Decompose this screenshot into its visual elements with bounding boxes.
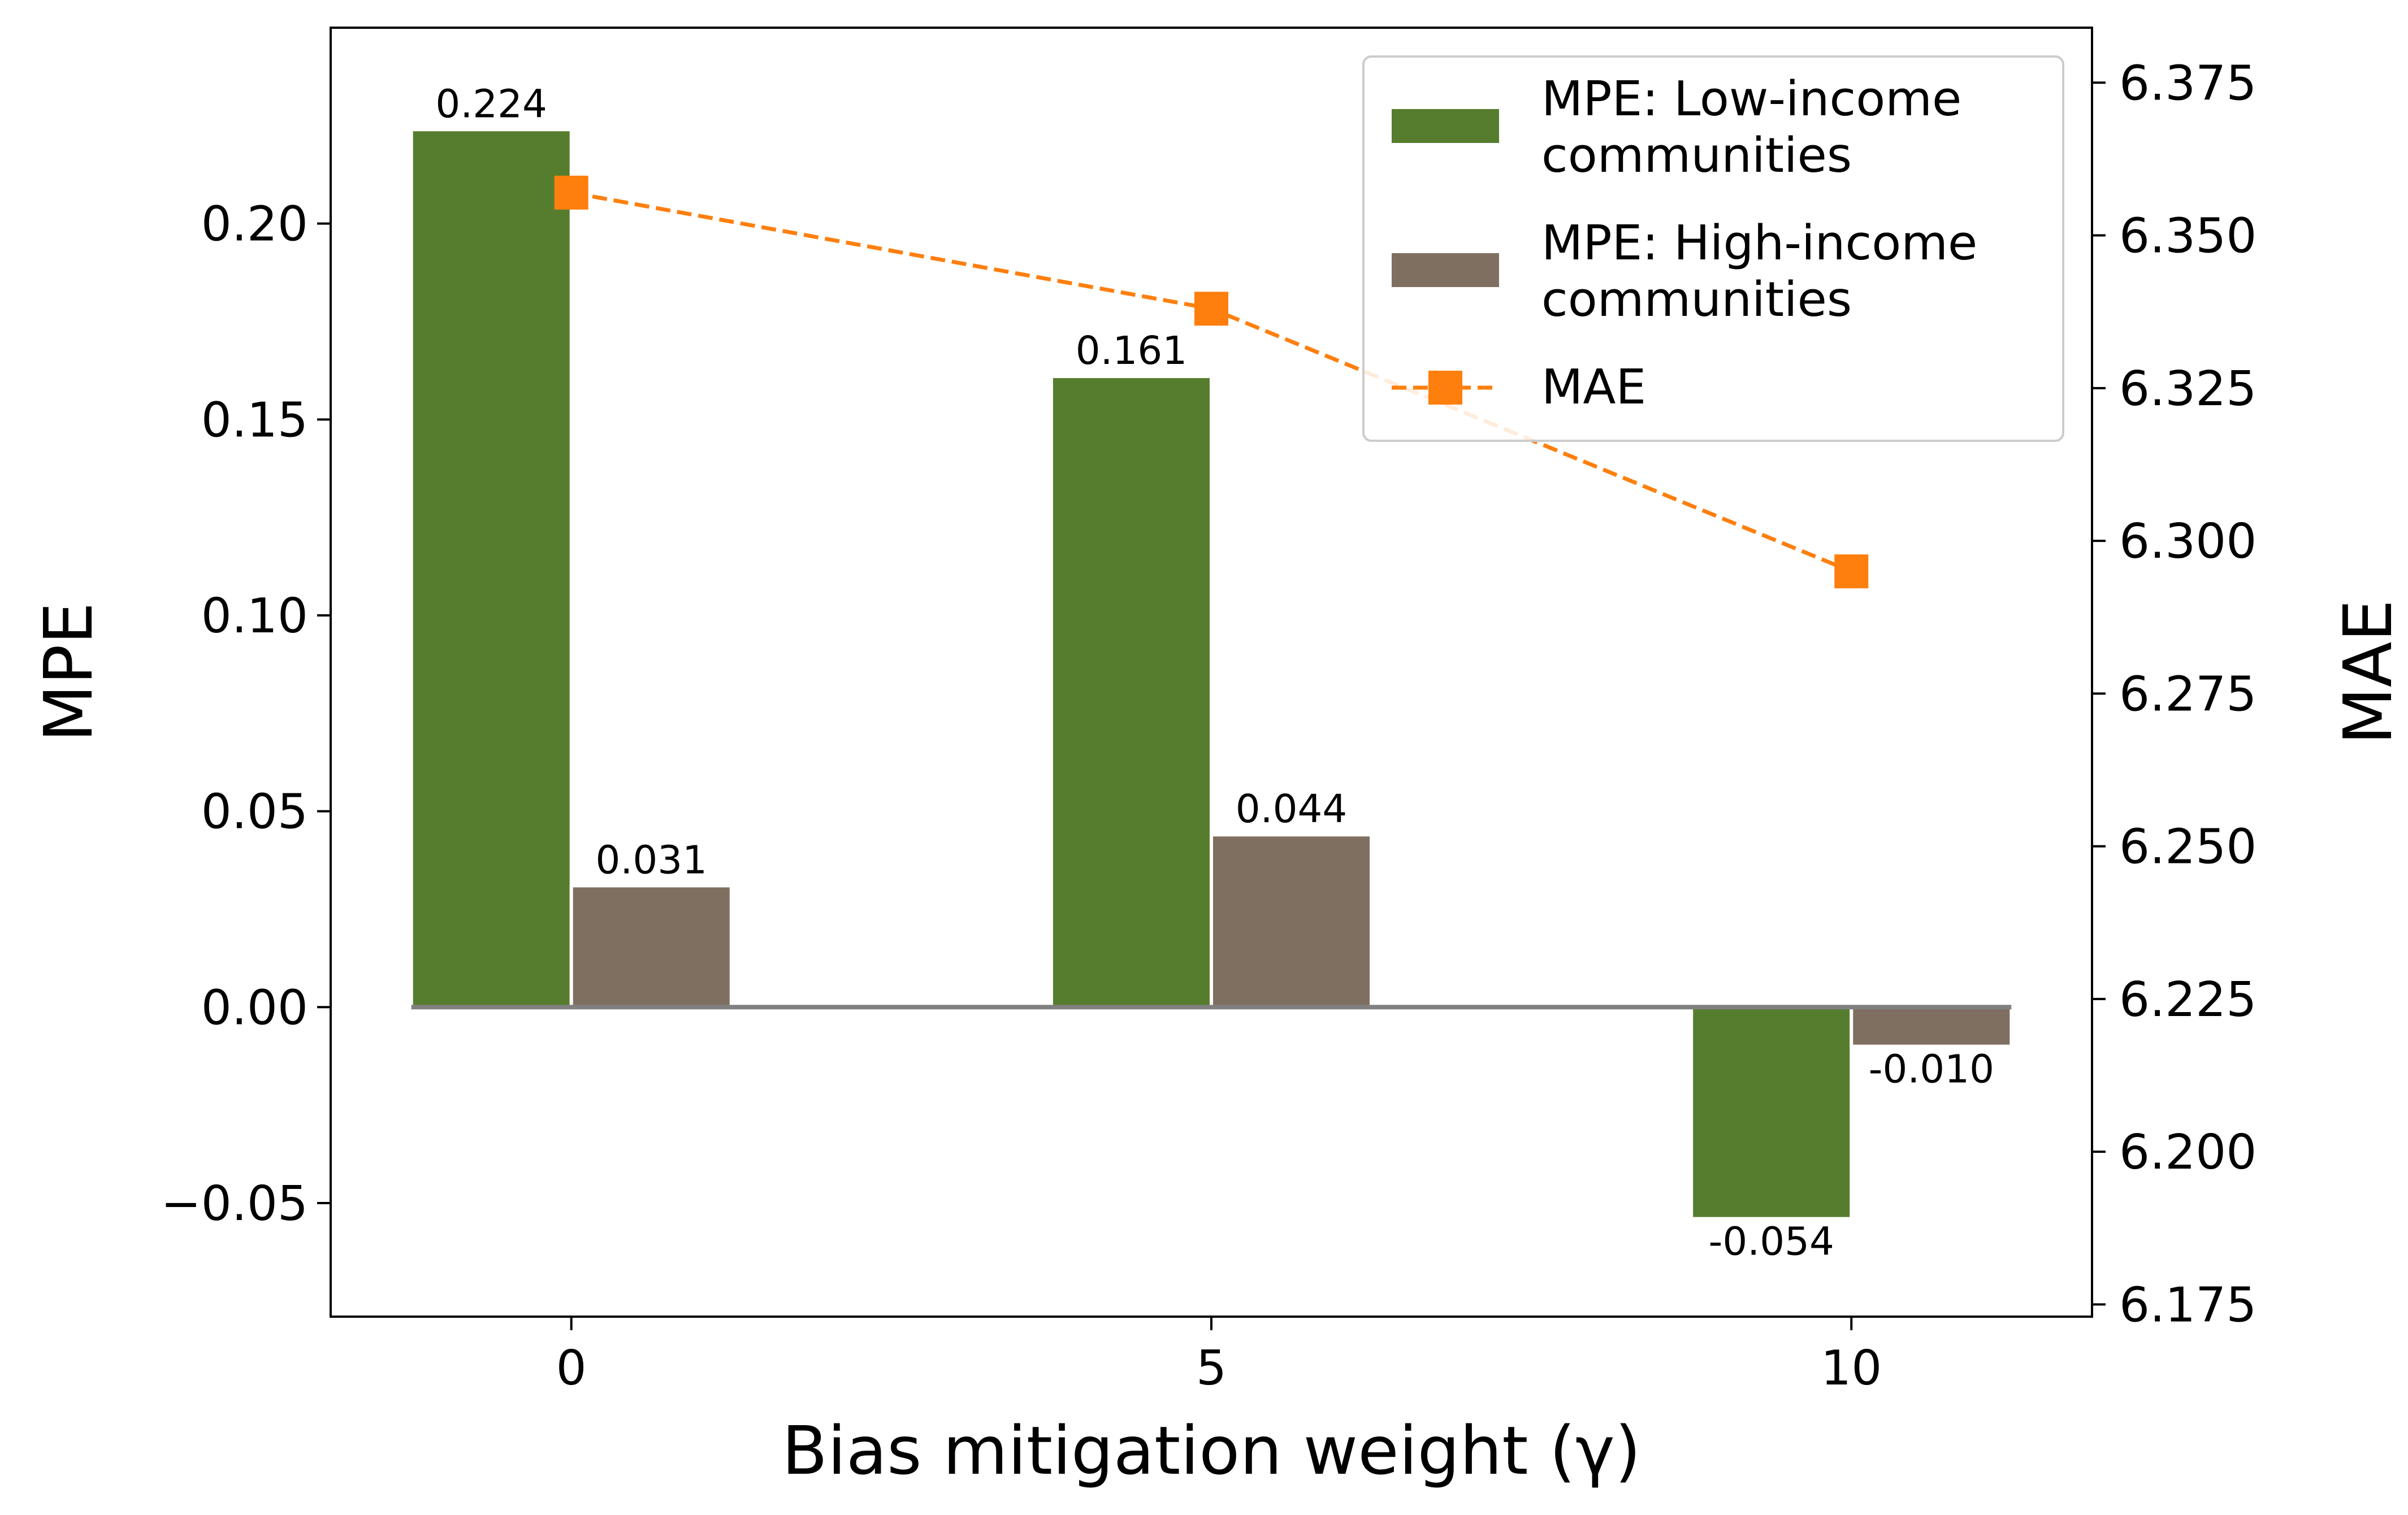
bar-high-income-0 — [569, 884, 733, 1009]
y-tick-label: 0.10 — [201, 588, 308, 644]
y-right-tick-label: 6.275 — [2119, 666, 2257, 722]
bar-high-income-5 — [1210, 833, 1374, 1009]
bar-value-label: -0.054 — [1709, 1219, 1834, 1265]
y-right-tick-label: 6.200 — [2119, 1125, 2257, 1180]
y-tick-label: −0.05 — [161, 1176, 308, 1232]
labels-layer: 0.224 0.161 -0.054 0.031 0.044 -0.010 — [435, 81, 1994, 1264]
y-tick-label: 0.00 — [201, 980, 308, 1036]
legend-label: MPE: High-income — [1541, 215, 1977, 271]
y-tick-label: 0.05 — [201, 784, 308, 840]
mae-marker-10 — [1834, 554, 1869, 589]
y-right-tick-label: 6.225 — [2119, 972, 2257, 1028]
bar-value-label: 0.161 — [1076, 328, 1188, 374]
y-right-tick-label: 6.375 — [2119, 55, 2257, 111]
y-right-tick-label: 6.300 — [2119, 514, 2257, 570]
legend-swatch — [1392, 109, 1499, 143]
bar-value-label: 0.044 — [1236, 787, 1348, 832]
x-tick-label: 5 — [1196, 1340, 1227, 1396]
legend-swatch — [1392, 253, 1499, 287]
line-layer — [554, 175, 1869, 589]
y-right-tick-label: 6.175 — [2119, 1277, 2257, 1333]
y-axis-label-left: MPE — [29, 602, 107, 743]
mae-marker-0 — [554, 175, 588, 210]
mae-marker-5 — [1194, 292, 1228, 326]
legend-box — [1362, 55, 2064, 442]
bar-low-income-0 — [409, 128, 573, 1009]
legend-label: MAE — [1541, 359, 1646, 415]
legend-label: MPE: Low-income — [1541, 71, 1961, 127]
y-tick-label: 0.15 — [201, 392, 308, 448]
bar-value-label: 0.031 — [595, 837, 707, 883]
y-right-tick-label: 6.350 — [2119, 209, 2257, 264]
bars-layer — [409, 128, 2013, 1221]
x-tick-label: 0 — [556, 1340, 587, 1396]
y-right-tick-label: 6.250 — [2119, 819, 2257, 875]
legend-label: communities — [1541, 128, 1852, 184]
y-axis-label-right: MAE — [2329, 600, 2407, 745]
legend-swatch-marker — [1428, 371, 1462, 405]
bar-value-label: -0.010 — [1869, 1047, 1994, 1092]
bar-low-income-5 — [1049, 375, 1213, 1009]
ticks-layer: −0.05 0.00 0.05 0.10 0.15 0.20 6.175 6.200 6.225… — [161, 55, 2257, 1396]
x-axis-label: Bias mitigation weight (γ) — [782, 1412, 1641, 1490]
bar-low-income-10 — [1690, 1005, 1853, 1221]
legend-label: communities — [1541, 272, 1852, 328]
bar-value-label: 0.224 — [435, 81, 547, 127]
bar-high-income-10 — [1850, 1005, 2013, 1048]
y-tick-label: 0.20 — [201, 197, 308, 253]
x-tick-label: 10 — [1821, 1340, 1882, 1396]
y-right-tick-label: 6.325 — [2119, 361, 2257, 417]
